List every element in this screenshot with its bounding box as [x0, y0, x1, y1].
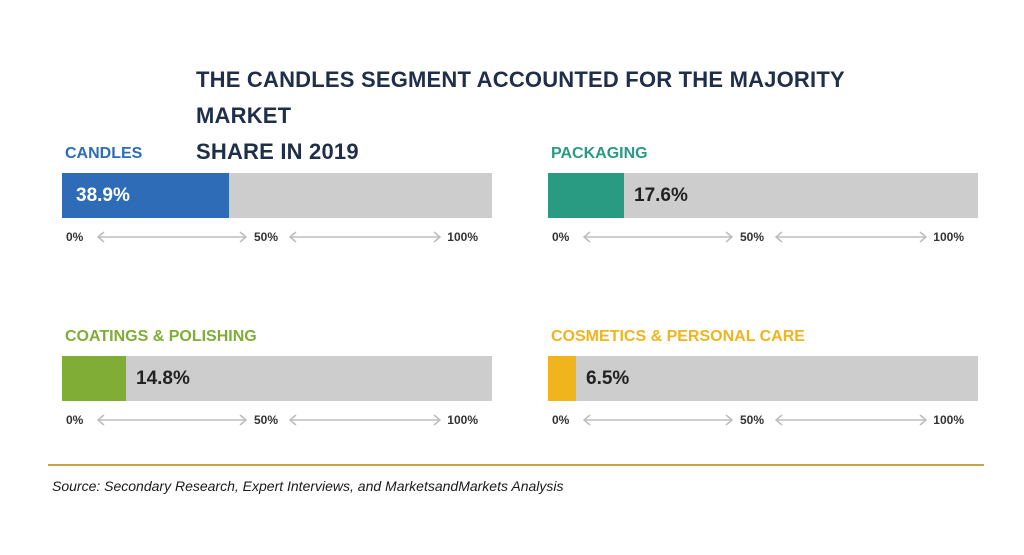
- category-label-cosmetics-personal-care: COSMETICS & PERSONAL CARE: [551, 328, 805, 345]
- chart-title-line-1: THE CANDLES SEGMENT ACCOUNTED FOR THE MA…: [196, 67, 845, 128]
- tick-label-100: 100%: [933, 230, 964, 244]
- axis-arrows: [96, 414, 442, 426]
- double-arrow-icon: [774, 231, 928, 243]
- axis-coatings-polishing: 0% 50% 100%: [62, 410, 492, 430]
- panel-candles: CANDLES 38.9% 0% 50% 100%: [62, 145, 492, 255]
- bar-track-cosmetics-personal-care: 6.5%: [548, 356, 978, 401]
- chart-title: THE CANDLES SEGMENT ACCOUNTED FOR THE MA…: [196, 62, 896, 170]
- category-label-packaging: PACKAGING: [551, 145, 648, 162]
- axis-packaging: 0% 50% 100%: [548, 227, 978, 247]
- bar-value-candles: 38.9%: [76, 185, 130, 206]
- tick-label-0: 0%: [66, 413, 84, 427]
- panel-coatings-polishing: COATINGS & POLISHING 14.8% 0% 50% 100%: [62, 328, 492, 438]
- tick-label-0: 0%: [66, 230, 84, 244]
- bar-fill-candles: [62, 173, 229, 218]
- tick-label-50: 50%: [740, 230, 765, 244]
- axis-candles: 0% 50% 100%: [62, 227, 492, 247]
- bar-value-cosmetics-personal-care: 6.5%: [586, 368, 630, 389]
- axis-cosmetics-personal-care: 0% 50% 100%: [548, 410, 978, 430]
- axis-arrows: [582, 414, 928, 426]
- double-arrow-icon: [288, 414, 442, 426]
- double-arrow-icon: [582, 414, 734, 426]
- bar-fill-packaging: [548, 173, 624, 218]
- tick-label-50: 50%: [254, 413, 279, 427]
- tick-label-100: 100%: [447, 230, 478, 244]
- panel-packaging: PACKAGING 17.6% 0% 50% 100%: [548, 145, 978, 255]
- category-label-candles: CANDLES: [65, 145, 143, 162]
- category-label-coatings-polishing: COATINGS & POLISHING: [65, 328, 257, 345]
- bar-track-coatings-polishing: 14.8%: [62, 356, 492, 401]
- tick-label-50: 50%: [254, 230, 279, 244]
- bar-track-candles: 38.9%: [62, 173, 492, 218]
- axis-arrows: [96, 231, 442, 243]
- tick-label-50: 50%: [740, 413, 765, 427]
- double-arrow-icon: [96, 414, 248, 426]
- panel-cosmetics-personal-care: COSMETICS & PERSONAL CARE 6.5% 0% 50% 100%: [548, 328, 978, 438]
- chart-title-line-2: SHARE IN 2019: [196, 139, 359, 164]
- tick-label-0: 0%: [552, 230, 570, 244]
- axis-arrows: [582, 231, 928, 243]
- bar-track-packaging: 17.6%: [548, 173, 978, 218]
- bar-value-coatings-polishing: 14.8%: [136, 368, 190, 389]
- double-arrow-icon: [774, 414, 928, 426]
- bar-value-packaging: 17.6%: [634, 185, 688, 206]
- bar-fill-cosmetics-personal-care: [548, 356, 576, 401]
- tick-label-0: 0%: [552, 413, 570, 427]
- source-divider: [48, 464, 984, 466]
- bar-fill-coatings-polishing: [62, 356, 126, 401]
- double-arrow-icon: [288, 231, 442, 243]
- tick-label-100: 100%: [933, 413, 964, 427]
- source-note: Source: Secondary Research, Expert Inter…: [52, 478, 564, 494]
- double-arrow-icon: [96, 231, 248, 243]
- tick-label-100: 100%: [447, 413, 478, 427]
- double-arrow-icon: [582, 231, 734, 243]
